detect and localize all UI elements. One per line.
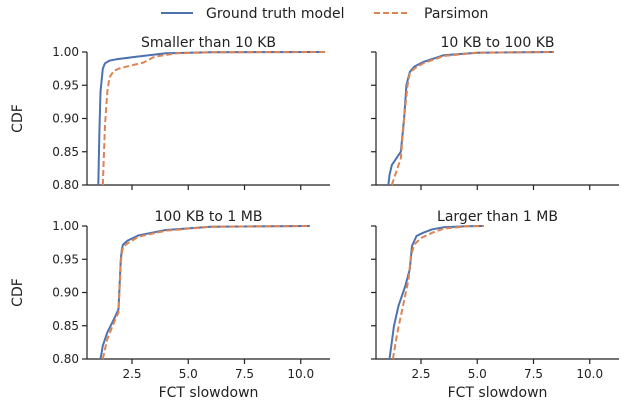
series-line-parsimon bbox=[101, 225, 310, 360]
y-tick-label: 1.00 bbox=[52, 219, 79, 233]
series-line-parsimon bbox=[391, 225, 485, 360]
series-line-ground-truth-model bbox=[388, 225, 485, 360]
y-tick-label: 1.00 bbox=[52, 45, 79, 59]
y-axis-label: CDF bbox=[10, 278, 26, 307]
panel-title: 10 KB to 100 KB bbox=[441, 35, 555, 51]
y-tick-label: 0.85 bbox=[52, 145, 79, 159]
series-line-parsimon bbox=[101, 51, 328, 186]
y-tick-label: 0.90 bbox=[52, 286, 79, 300]
y-axis-label: CDF bbox=[10, 104, 26, 133]
panel-title: 100 KB to 1 MB bbox=[155, 209, 263, 225]
x-tick-label: 5.0 bbox=[179, 367, 198, 381]
x-axis-label: FCT slowdown bbox=[159, 385, 259, 401]
x-tick-label: 7.5 bbox=[235, 367, 254, 381]
series-line-parsimon bbox=[390, 51, 554, 186]
x-axis-label: FCT slowdown bbox=[448, 385, 548, 401]
x-tick-label: 5.0 bbox=[468, 367, 487, 381]
y-tick-label: 0.85 bbox=[52, 319, 79, 333]
panel-10-kb-to-100-kb: 10 KB to 100 KB bbox=[371, 35, 619, 190]
y-tick-label: 0.80 bbox=[52, 352, 79, 366]
x-tick-label: 10.0 bbox=[576, 367, 603, 381]
legend: Ground truth model Parsimon bbox=[161, 6, 488, 22]
panels: 0.80 0.85 0.90 0.95 1.00 Smaller than 10 KB CD… bbox=[10, 35, 619, 401]
panel-100-kb-to-1-mb: 0.80 0.85 0.90 0.95 1.00 2.5 5.0 7.5 10.0 100 KB … bbox=[10, 209, 330, 401]
y-tick-label: 0.80 bbox=[52, 178, 79, 192]
x-tick-label: 10.0 bbox=[287, 367, 314, 381]
x-tick-label: 2.5 bbox=[122, 367, 141, 381]
panel-title: Smaller than 10 KB bbox=[141, 35, 276, 51]
panel-larger-than-1-mb: 2.5 5.0 7.5 10.0 Larger than 1 MB FCT slowdow… bbox=[371, 209, 619, 401]
legend-label-parsimon: Parsimon bbox=[424, 6, 488, 22]
panel-smaller-than-10-kb: 0.80 0.85 0.90 0.95 1.00 Smaller than 10 KB CD… bbox=[10, 35, 330, 192]
y-tick-label: 0.95 bbox=[52, 78, 79, 92]
y-tick-label: 0.95 bbox=[52, 252, 79, 266]
legend-label-ground-truth-model: Ground truth model bbox=[206, 6, 344, 22]
series-line-ground-truth-model bbox=[97, 51, 322, 186]
x-tick-label: 7.5 bbox=[524, 367, 543, 381]
panel-title: Larger than 1 MB bbox=[437, 209, 558, 225]
series-line-ground-truth-model bbox=[387, 51, 554, 186]
series-line-ground-truth-model bbox=[99, 225, 310, 360]
x-tick-label: 2.5 bbox=[411, 367, 430, 381]
y-tick-label: 0.90 bbox=[52, 112, 79, 126]
